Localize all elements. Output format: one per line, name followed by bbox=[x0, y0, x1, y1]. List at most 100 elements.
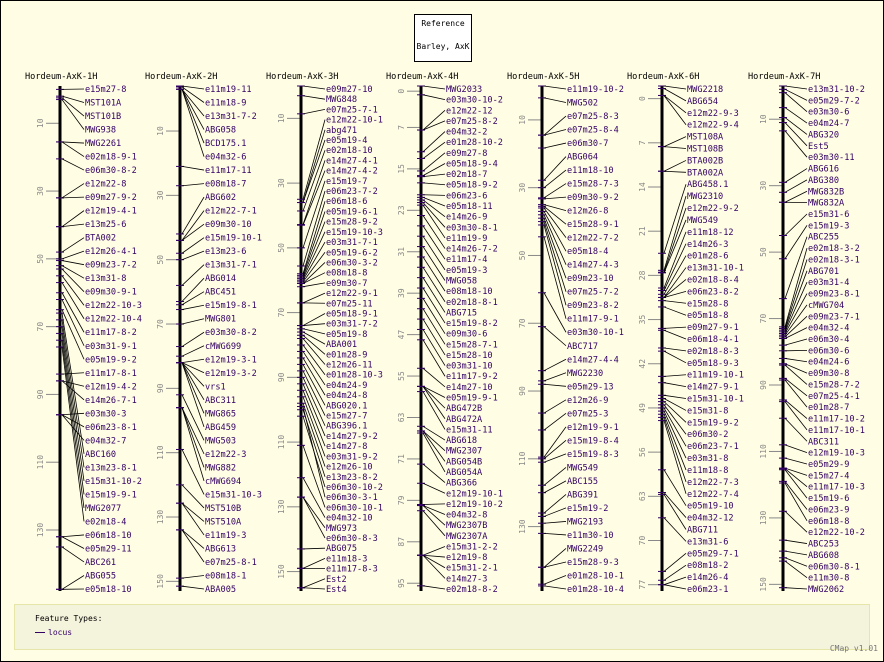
locus-label[interactable]: e11m17-9-2 bbox=[446, 372, 498, 382]
locus-label[interactable]: e13m31-10-2 bbox=[808, 85, 865, 95]
locus-label[interactable]: e09m27-9-1 bbox=[687, 323, 739, 333]
locus-label[interactable]: e03m31-4 bbox=[808, 278, 849, 288]
locus-label[interactable]: MST108B bbox=[687, 145, 723, 155]
locus-label[interactable]: e06m30-6 bbox=[808, 346, 849, 356]
locus-label[interactable]: e11m17-10-1 bbox=[808, 426, 865, 436]
map-title[interactable]: Hordeum-AxK-3H bbox=[266, 72, 338, 82]
locus-label[interactable]: MWG2218 bbox=[687, 85, 723, 95]
locus-label[interactable]: e08m18-10 bbox=[446, 287, 493, 297]
locus-label[interactable]: e11m18-12 bbox=[687, 228, 734, 238]
locus-label[interactable]: e12m19-4-2 bbox=[85, 382, 137, 392]
locus-label[interactable]: e04m32-8 bbox=[446, 511, 487, 521]
locus-label[interactable]: e12m22-10-4 bbox=[85, 315, 142, 325]
locus-label[interactable]: e09m23-7-2 bbox=[85, 261, 137, 271]
locus-label[interactable]: MST101B bbox=[85, 112, 121, 122]
locus-label[interactable]: e08m18-2 bbox=[687, 561, 728, 571]
locus-label[interactable]: e05m29-7-2 bbox=[808, 96, 860, 106]
locus-label[interactable]: e06m18-6 bbox=[326, 197, 367, 207]
locus-label[interactable]: e09m30-7 bbox=[326, 279, 367, 289]
locus-label[interactable]: e12m26-8 bbox=[567, 207, 608, 217]
locus-label[interactable]: e02m18-3-2 bbox=[808, 244, 860, 254]
locus-label[interactable]: e11m30-10 bbox=[567, 531, 614, 541]
map-title[interactable]: Hordeum-AxK-5H bbox=[507, 72, 579, 82]
locus-label[interactable]: e12m22-7-3 bbox=[687, 478, 739, 488]
locus-label[interactable]: MWG2307A bbox=[446, 532, 488, 542]
locus-label[interactable]: e01m28-10-1 bbox=[567, 571, 624, 581]
locus-label[interactable]: e12m19-4-1 bbox=[85, 207, 137, 217]
map-title[interactable]: Hordeum-AxK-7H bbox=[748, 72, 820, 82]
locus-label[interactable]: ABG654 bbox=[687, 97, 718, 107]
locus-label[interactable]: ABG618 bbox=[446, 436, 477, 446]
locus-label[interactable]: e13m23-8-2 bbox=[326, 473, 378, 483]
locus-label[interactable]: e09m30-9-1 bbox=[85, 288, 137, 298]
locus-label[interactable]: MST510B bbox=[205, 504, 241, 514]
locus-label[interactable]: e15m31-10-3 bbox=[205, 490, 262, 500]
locus-label[interactable]: e15m19-3 bbox=[808, 221, 849, 231]
locus-label[interactable]: ABC717 bbox=[567, 342, 598, 352]
locus-label[interactable]: e05m19-4 bbox=[326, 136, 367, 146]
locus-label[interactable]: e11m17-9-1 bbox=[567, 315, 619, 325]
locus-label[interactable]: e15m28-7-3 bbox=[567, 180, 619, 190]
locus-label[interactable]: e11m19-10-2 bbox=[567, 85, 624, 95]
locus-label[interactable]: MST101A bbox=[85, 99, 122, 109]
locus-label[interactable]: e14m27-9-1 bbox=[687, 383, 739, 393]
locus-label[interactable]: e03m31-7-2 bbox=[326, 320, 378, 330]
locus-label[interactable]: e04m24-6 bbox=[808, 358, 849, 368]
locus-label[interactable]: e11m19-3 bbox=[205, 531, 246, 541]
locus-label[interactable]: e15m19-2 bbox=[567, 504, 608, 514]
locus-label[interactable]: e08m18-8 bbox=[326, 269, 367, 279]
locus-label[interactable]: e03m31-9-1 bbox=[85, 342, 137, 352]
locus-label[interactable]: e06m30-3-1 bbox=[326, 493, 378, 503]
locus-label[interactable]: ABG701 bbox=[808, 267, 839, 277]
locus-label[interactable]: e04m32-6 bbox=[205, 153, 246, 163]
locus-label[interactable]: ABG602 bbox=[205, 193, 236, 203]
locus-label[interactable]: ABG366 bbox=[446, 479, 477, 489]
locus-label[interactable]: e03m30-8-2 bbox=[205, 328, 257, 338]
locus-label[interactable]: e03m30-11 bbox=[808, 153, 855, 163]
locus-label[interactable]: Est2 bbox=[326, 575, 347, 585]
locus-label[interactable]: e12m22-7-2 bbox=[567, 234, 619, 244]
locus-label[interactable]: e11m18-9 bbox=[205, 99, 246, 109]
locus-label[interactable]: e06m23-6 bbox=[446, 191, 487, 201]
locus-label[interactable]: e15m28-8 bbox=[687, 299, 728, 309]
locus-label[interactable]: e12m22-9-2 bbox=[687, 204, 739, 214]
locus-label[interactable]: e12m22-12 bbox=[446, 106, 493, 116]
locus-label[interactable]: e02m18-8-4 bbox=[687, 275, 739, 285]
locus-label[interactable]: e11m17-8-1 bbox=[85, 369, 137, 379]
locus-label[interactable]: e12m19-10-1 bbox=[446, 489, 503, 499]
locus-label[interactable]: Est4 bbox=[326, 585, 347, 595]
locus-label[interactable]: e01m28-9 bbox=[326, 350, 367, 360]
locus-label[interactable]: e11m30-8 bbox=[808, 574, 849, 584]
locus-label[interactable]: ABG054B bbox=[446, 457, 482, 467]
locus-label[interactable]: e03m31-9-2 bbox=[326, 452, 378, 462]
locus-label[interactable]: e14m27-8 bbox=[326, 442, 367, 452]
locus-label[interactable]: BTA002 bbox=[85, 234, 116, 244]
locus-label[interactable]: ABG020.1 bbox=[326, 401, 367, 411]
locus-label[interactable]: e05m18-9-2 bbox=[446, 181, 498, 191]
locus-label[interactable]: MWG2062 bbox=[808, 585, 844, 595]
locus-label[interactable]: e09m30-8 bbox=[808, 369, 849, 379]
locus-label[interactable]: e06m18-8 bbox=[808, 517, 849, 527]
locus-label[interactable]: e05m29-11 bbox=[85, 544, 132, 554]
locus-label[interactable]: e11m19-10-1 bbox=[687, 371, 744, 381]
locus-label[interactable]: e01m28-10-4 bbox=[567, 585, 624, 595]
locus-label[interactable]: ABA001 bbox=[326, 340, 357, 350]
locus-label[interactable]: e15m31-10-2 bbox=[85, 477, 142, 487]
locus-label[interactable]: e03m30-3 bbox=[85, 409, 126, 419]
locus-label[interactable]: ABG054A bbox=[446, 468, 483, 478]
locus-label[interactable]: MWG502 bbox=[567, 99, 598, 109]
locus-label[interactable]: BTA002A bbox=[687, 168, 724, 178]
locus-label[interactable]: ABC311 bbox=[205, 396, 236, 406]
locus-label[interactable]: e03m30-8-1 bbox=[446, 223, 498, 233]
locus-label[interactable]: cMWG704 bbox=[808, 301, 844, 311]
locus-label[interactable]: BTA002B bbox=[687, 156, 723, 166]
locus-label[interactable]: e09m23-10 bbox=[567, 274, 614, 284]
locus-label[interactable]: e05m18-8 bbox=[687, 311, 728, 321]
locus-label[interactable]: e12m22-10-3 bbox=[85, 301, 142, 311]
locus-label[interactable]: e09m27-10 bbox=[326, 85, 373, 95]
locus-label[interactable]: e05m19-6-2 bbox=[326, 248, 378, 258]
locus-label[interactable]: e09m30-6 bbox=[446, 330, 487, 340]
locus-label[interactable]: e06m30-8-1 bbox=[808, 562, 860, 572]
locus-label[interactable]: e11m19-9 bbox=[446, 234, 487, 244]
map-title[interactable]: Hordeum-AxK-1H bbox=[25, 72, 97, 82]
